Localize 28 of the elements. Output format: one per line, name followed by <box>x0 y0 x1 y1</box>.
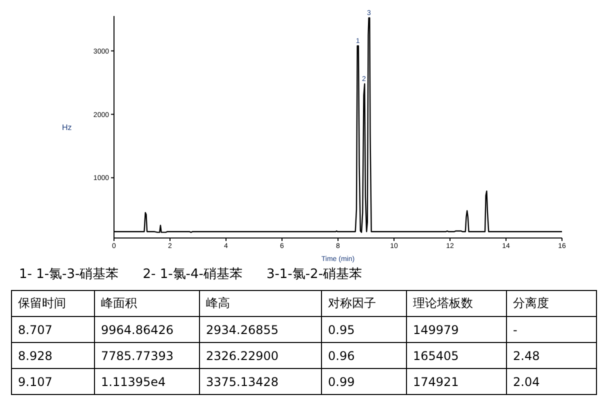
text: 2- 1-氯-4-硝基苯 <box>142 266 242 283</box>
text: 对称因子 <box>322 290 406 316</box>
text: 165405 <box>406 342 506 368</box>
text: 8.928 <box>12 342 94 368</box>
text: 2.04 <box>506 368 596 394</box>
text: 保留时间 <box>12 290 94 316</box>
text: 0.96 <box>322 342 406 368</box>
text: 分离度 <box>506 290 596 316</box>
text: 3375.13428 <box>200 368 322 394</box>
text: 3-1-氯-2-硝基苯 <box>266 266 362 283</box>
text: 174921 <box>406 368 506 394</box>
y-axis-title: Hz <box>62 122 72 132</box>
text: 9964.86426 <box>94 316 200 342</box>
text: 7785.77393 <box>94 342 200 368</box>
text: 2.48 <box>506 342 596 368</box>
text: 1- 1-氯-3-硝基苯 <box>19 266 119 283</box>
text: 2934.26855 <box>200 316 322 342</box>
text: 峰面积 <box>94 290 200 316</box>
text: 8.707 <box>12 316 94 342</box>
text: 峰高 <box>200 290 322 316</box>
text: 1.11395e4 <box>94 368 200 394</box>
text: 2326.22900 <box>200 342 322 368</box>
text: 0.95 <box>322 316 406 342</box>
text: 9.107 <box>12 368 94 394</box>
text: 理论塔板数 <box>406 290 506 316</box>
text: 149979 <box>406 316 506 342</box>
text: 0.99 <box>322 368 406 394</box>
text: - <box>506 316 596 342</box>
